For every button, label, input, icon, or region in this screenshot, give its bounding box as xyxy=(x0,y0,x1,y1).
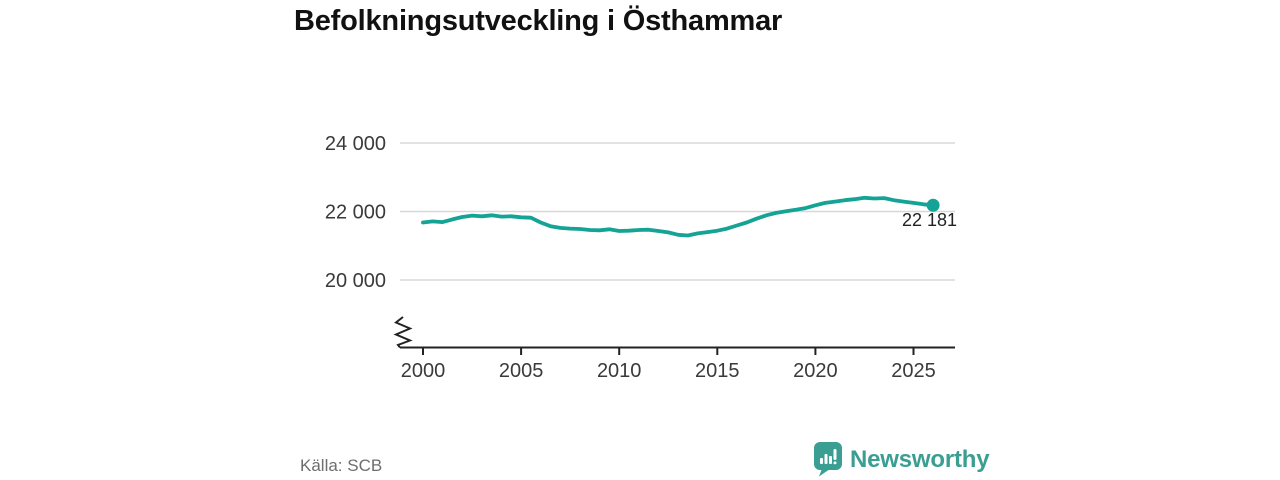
y-axis-tick-label: 22 000 xyxy=(325,202,386,224)
bar-2 xyxy=(824,454,828,464)
exclamation-dot xyxy=(833,461,837,465)
x-axis-tick-label: 2025 xyxy=(891,360,936,382)
x-axis-tick-label: 2010 xyxy=(597,360,642,382)
page-title: Befolkningsutveckling i Östhammar xyxy=(294,5,783,37)
bar-3 xyxy=(829,456,832,464)
pin-shape xyxy=(814,442,842,477)
bar-1 xyxy=(820,458,823,464)
newsworthy-pin-icon xyxy=(814,442,842,477)
x-axis-tick-label: 2000 xyxy=(401,360,446,382)
population-series-line xyxy=(421,195,935,238)
x-axis-tick-label: 2005 xyxy=(499,360,544,382)
y-axis-tick-label: 24 000 xyxy=(325,133,386,155)
y-axis-tick-label: 20 000 xyxy=(325,270,386,292)
x-axis-tick-label: 2020 xyxy=(793,360,838,382)
exclamation-bar xyxy=(833,449,837,460)
y-axis-break-zigzag xyxy=(393,316,413,349)
latest-value-label: 22 181 xyxy=(902,210,958,230)
newsworthy-logo: Newsworthy xyxy=(814,442,990,477)
latest-point-marker xyxy=(926,198,940,212)
newsworthy-wordmark: Newsworthy xyxy=(850,445,990,473)
x-axis-tick-label: 2015 xyxy=(695,360,740,382)
source-caption: Källa: SCB xyxy=(300,456,383,475)
